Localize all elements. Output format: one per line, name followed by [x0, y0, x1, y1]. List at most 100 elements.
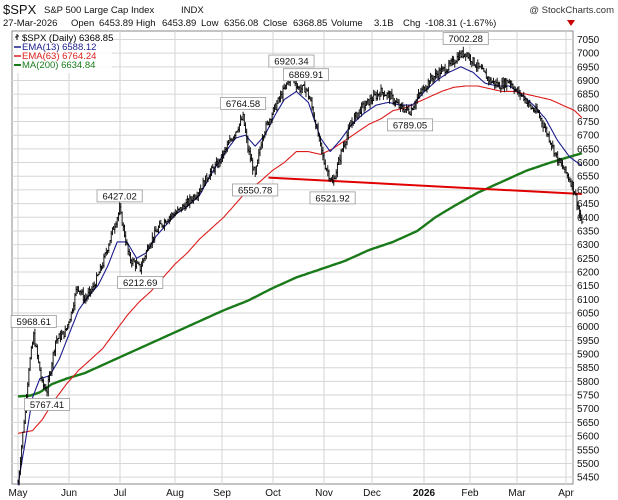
x-gridlines	[17, 31, 567, 484]
annotation-box	[387, 118, 434, 132]
y-tick-label: 6100	[577, 295, 600, 306]
volume-label: Volume	[331, 18, 363, 29]
legend-price-bar-icon	[15, 34, 19, 40]
annotation-label: 6550.78	[238, 185, 272, 196]
legend-price: $SPX (Daily) 6368.85	[22, 33, 113, 44]
ema13-line	[17, 66, 583, 486]
down-triangle-icon	[567, 20, 575, 26]
legend: $SPX (Daily) 6368.85 EMA(13) 6588.12 EMA…	[14, 33, 113, 73]
x-tick-label: May	[9, 488, 28, 499]
volume-value: 3.1B	[374, 18, 394, 29]
annotation-box	[309, 191, 356, 205]
x-tick-label: Feb	[461, 488, 479, 499]
y-tick-label: 6500	[577, 185, 600, 196]
exchange-label: INDX	[181, 5, 204, 16]
y-tick-label: 6000	[577, 322, 600, 333]
annotation-box	[96, 189, 143, 203]
annotation-label: 6427.02	[102, 191, 136, 202]
x-tick-label: Mar	[508, 488, 526, 499]
annotation-label: 6920.34	[274, 57, 308, 68]
price-bar	[581, 214, 584, 225]
y-tick-label: 5700	[577, 404, 600, 415]
y-tick-label: 5850	[577, 363, 600, 374]
y-tick-label: 6550	[577, 172, 600, 183]
ema63-series	[17, 85, 583, 434]
symbol-label: $SPX	[3, 2, 37, 17]
high-label: High	[136, 18, 156, 29]
watermark: @ StockCharts.com	[529, 5, 614, 16]
annotation-box	[442, 32, 489, 45]
y-tick-label: 6900	[577, 76, 600, 87]
annotation-box	[117, 276, 164, 289]
y-tick-label: 6650	[577, 144, 600, 155]
y-tick-label: 5450	[577, 473, 600, 484]
y-tick-label: 5550	[577, 445, 600, 456]
close-label: Close	[263, 18, 287, 29]
date-label: 27-Mar-2026	[3, 18, 57, 29]
y-tick-label: 5900	[577, 350, 600, 361]
y-tick-label: 5500	[577, 459, 600, 470]
y-tick-label: 7050	[577, 35, 600, 46]
y-tick-label: 5950	[577, 336, 600, 347]
trendline	[268, 176, 582, 196]
y-tick-label: 5600	[577, 432, 600, 443]
annotation-label: 6764.58	[226, 99, 260, 110]
legend-ema13: EMA(13) 6588.12	[22, 42, 96, 53]
y-tick-label: 5650	[577, 418, 600, 429]
index-name: S&P 500 Large Cap Index	[44, 5, 154, 16]
x-tick-label: Jul	[114, 488, 127, 499]
y-tick-label: 6850	[577, 90, 600, 101]
y-tick-label: 6600	[577, 158, 600, 169]
annotation-box	[232, 183, 279, 197]
low-value: 6356.08	[224, 18, 258, 29]
x-tick-label: 2026	[413, 488, 436, 499]
x-tick-label: Apr	[558, 488, 574, 499]
y-tick-label: 6750	[577, 117, 600, 128]
y-tick-label: 6950	[577, 62, 600, 73]
y-gridlines	[12, 38, 573, 478]
x-tick-label: Aug	[166, 488, 184, 499]
x-axis-labels: May Jun Jul Aug Sep Oct Nov Dec 2026 Feb Mar Apr	[9, 488, 575, 499]
low-label: Low	[201, 18, 219, 29]
y-tick-label: 6450	[577, 199, 600, 210]
y-tick-label: 6800	[577, 103, 600, 114]
annotation-label: 5968.61	[17, 317, 51, 328]
annotation-box	[282, 68, 329, 82]
ema63-line	[17, 85, 583, 434]
y-tick-label: 6150	[577, 281, 600, 292]
y-tick-label: 7000	[577, 49, 600, 60]
y-tick-label: 6400	[577, 213, 600, 224]
plot-area	[11, 30, 574, 485]
annotation-label: 6212.69	[123, 278, 157, 289]
open-label: Open	[71, 18, 94, 29]
y-tick-label: 6350	[577, 226, 600, 237]
price-annotations: 5968.61 5767.41 6427.02 6212.69 6764.58 6550.…	[10, 32, 489, 411]
close-value: 6368.85	[293, 18, 327, 29]
y-tick-label: 5750	[577, 391, 600, 402]
ema13-series	[17, 66, 583, 486]
annotation-label: 6869.91	[289, 70, 323, 81]
x-tick-label: Dec	[363, 488, 381, 499]
chg-value: -108.31 (-1.67%)	[425, 18, 496, 29]
y-axis-labels: 5450 5500 5550 5600 5650 5700 5750 5800 5850 5900…	[577, 35, 600, 484]
open-value: 6453.89	[99, 18, 133, 29]
x-tick-label: Jun	[61, 488, 77, 499]
y-tick-label: 6300	[577, 240, 600, 251]
annotation-label: 6789.05	[393, 120, 427, 131]
x-tick-label: Sep	[213, 488, 231, 499]
trendline-line	[268, 176, 582, 196]
chg-label: Chg	[403, 18, 420, 29]
legend-background	[14, 33, 112, 73]
annotation-box	[10, 315, 57, 328]
annotation-label: 5767.41	[30, 400, 64, 411]
y-tick-label: 6700	[577, 131, 600, 142]
y-tick-label: 5800	[577, 377, 600, 388]
y-tick-label: 6050	[577, 309, 600, 320]
y-tick-label: 6250	[577, 254, 600, 265]
annotation-box	[24, 398, 71, 411]
annotation-label: 6521.92	[315, 193, 349, 204]
y-tick-label: 6200	[577, 267, 600, 278]
price-bars	[17, 46, 584, 486]
high-value: 6453.89	[162, 18, 196, 29]
